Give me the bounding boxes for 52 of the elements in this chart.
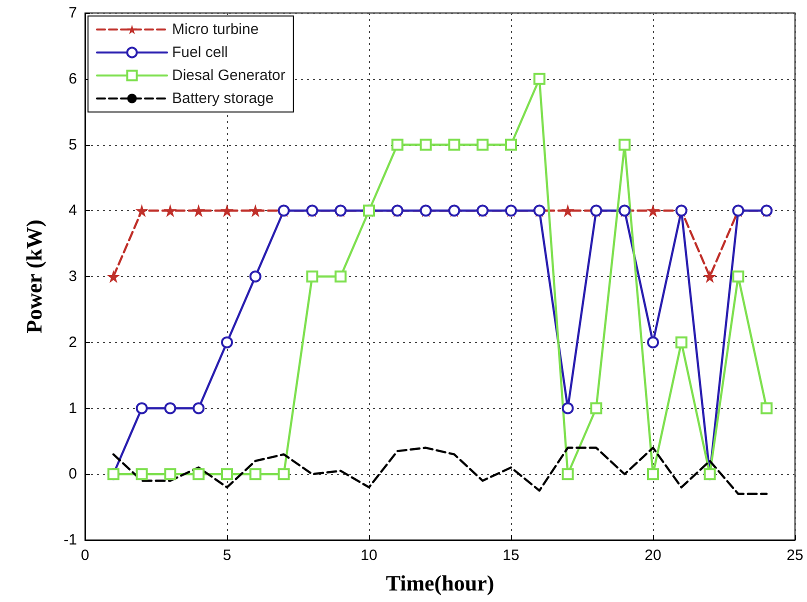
line-series xyxy=(112,446,768,495)
x-axis-title: Time(hour) xyxy=(386,570,494,596)
legend-label: Diesal Generator xyxy=(172,67,286,84)
y-tick-label: 7 xyxy=(68,4,77,22)
point xyxy=(590,402,602,414)
point xyxy=(760,402,773,414)
point xyxy=(448,138,460,151)
x-tick-label: 10 xyxy=(360,547,378,564)
legend-label: Fuel cell xyxy=(172,44,228,61)
point xyxy=(278,468,290,480)
point xyxy=(221,468,233,480)
point xyxy=(647,468,659,480)
x-tick-label: 0 xyxy=(80,547,90,564)
point xyxy=(562,468,574,480)
y-tick-label: -1 xyxy=(64,532,77,548)
point xyxy=(249,468,262,480)
x-tick-label: 15 xyxy=(502,547,520,564)
point xyxy=(646,204,660,218)
point xyxy=(618,138,631,151)
point xyxy=(106,270,120,283)
point xyxy=(391,138,404,151)
point xyxy=(248,204,262,218)
point xyxy=(334,270,347,282)
point xyxy=(192,204,206,218)
point xyxy=(675,336,688,348)
y-tick-label: 6 xyxy=(68,70,77,88)
y-tick-label: 1 xyxy=(68,400,77,417)
y-tick-label: 4 xyxy=(68,202,77,220)
point xyxy=(420,138,432,151)
point xyxy=(192,468,205,480)
y-tick-label: 0 xyxy=(68,466,77,483)
point xyxy=(476,138,489,151)
x-tick-label: 25 xyxy=(786,547,804,564)
y-axis-title: Power (kW) xyxy=(22,220,46,334)
point xyxy=(505,138,517,151)
point xyxy=(164,204,177,218)
point xyxy=(306,270,318,282)
point xyxy=(533,72,546,85)
point xyxy=(732,270,744,282)
y-tick-label: 5 xyxy=(68,136,77,154)
legend-label: Battery storage xyxy=(172,90,274,107)
point xyxy=(220,204,234,218)
legend-label: Micro turbine xyxy=(172,21,259,38)
x-tick-label: 5 xyxy=(222,547,232,564)
point xyxy=(135,204,148,218)
point xyxy=(136,468,148,480)
point xyxy=(703,270,716,283)
point xyxy=(164,468,176,480)
y-tick-label: 2 xyxy=(68,334,77,351)
y-tick-label: 3 xyxy=(68,268,77,285)
x-tick-label: 20 xyxy=(644,547,662,564)
point xyxy=(561,204,574,218)
